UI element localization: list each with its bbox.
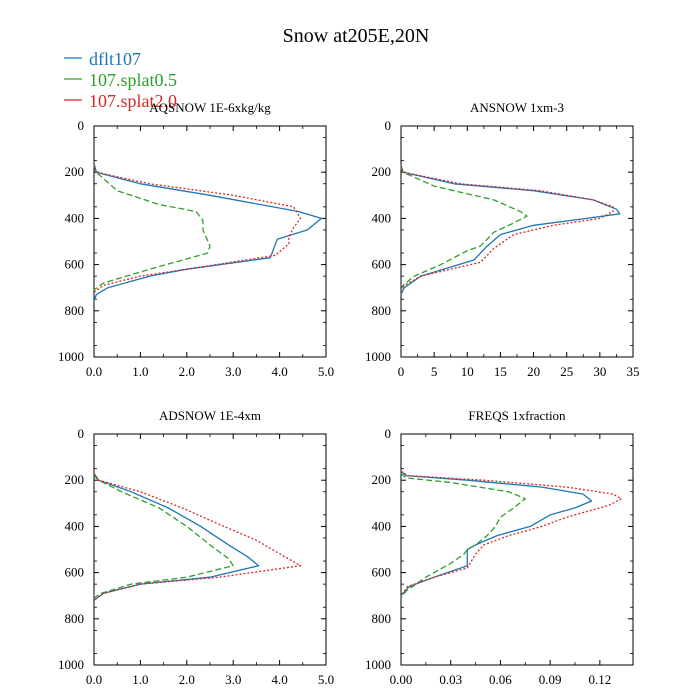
y-tick-label: 800 xyxy=(372,611,392,626)
x-tick-label: 30 xyxy=(593,364,606,379)
y-tick-label: 200 xyxy=(65,472,85,487)
x-tick-label: 1.0 xyxy=(132,672,148,687)
x-tick-label: 1.0 xyxy=(132,364,148,379)
series-line-107.splat2.0 xyxy=(400,165,614,291)
series-line-dflt107 xyxy=(93,162,323,302)
y-tick-label: 400 xyxy=(372,210,392,225)
y-tick-label: 400 xyxy=(372,518,392,533)
x-tick-label: 0.09 xyxy=(539,672,562,687)
y-tick-label: 1000 xyxy=(58,349,84,364)
series-line-107.splat2.0 xyxy=(400,470,623,597)
x-tick-label: 4.0 xyxy=(271,672,287,687)
x-tick-label: 0 xyxy=(398,364,405,379)
y-tick-label: 800 xyxy=(65,611,85,626)
x-tick-label: 0.0 xyxy=(86,364,102,379)
series-line-dflt107 xyxy=(400,470,593,597)
plot-frame xyxy=(93,125,327,358)
plot-frame xyxy=(400,125,634,358)
x-tick-label: 0.12 xyxy=(588,672,611,687)
y-tick-label: 0 xyxy=(78,118,85,133)
x-tick-label: 5 xyxy=(431,364,438,379)
y-tick-label: 200 xyxy=(372,164,392,179)
x-tick-label: 0.0 xyxy=(86,672,102,687)
plot-frame xyxy=(400,433,634,666)
x-tick-label: 3.0 xyxy=(225,364,241,379)
panel-title: AQSNOW 1E-6xkg/kg xyxy=(149,100,271,115)
series-line-107.splat0.5 xyxy=(93,475,234,599)
series-line-dflt107 xyxy=(93,472,260,601)
panel-title: FREQS 1xfraction xyxy=(468,408,566,423)
x-tick-label: 2.0 xyxy=(179,364,195,379)
x-tick-label: 4.0 xyxy=(271,364,287,379)
y-tick-label: 1000 xyxy=(58,657,84,672)
x-tick-label: 20 xyxy=(527,364,540,379)
x-tick-label: 0.00 xyxy=(390,672,413,687)
y-tick-label: 200 xyxy=(372,472,392,487)
x-tick-label: 2.0 xyxy=(179,672,195,687)
y-tick-label: 600 xyxy=(372,257,392,272)
y-tick-label: 800 xyxy=(65,303,85,318)
panel-2: ANSNOW 1xm-3 0 200 400 600 800 1000 0 5 10 15 20 25 3… xyxy=(365,100,640,379)
x-tick-label: 10 xyxy=(461,364,474,379)
x-tick-label: 5.0 xyxy=(318,672,334,687)
legend: dflt107 107.splat0.5 107.splat2.0 xyxy=(64,49,177,111)
y-tick-label: 200 xyxy=(65,164,85,179)
y-tick-label: 400 xyxy=(65,210,85,225)
y-tick-label: 600 xyxy=(65,257,85,272)
legend-label-dflt107: dflt107 xyxy=(89,49,141,69)
y-tick-label: 0 xyxy=(385,118,392,133)
x-tick-label: 35 xyxy=(627,364,640,379)
x-tick-label: 5.0 xyxy=(318,364,334,379)
x-tick-label: 0.06 xyxy=(489,672,512,687)
y-tick-label: 600 xyxy=(372,565,392,580)
series-line-107.splat0.5 xyxy=(400,167,528,291)
y-tick-label: 600 xyxy=(65,565,85,580)
panel-title: ANSNOW 1xm-3 xyxy=(470,100,564,115)
y-tick-label: 800 xyxy=(372,303,392,318)
series-line-dflt107 xyxy=(400,165,621,295)
plot-frame xyxy=(93,433,327,666)
x-tick-label: 25 xyxy=(560,364,573,379)
x-tick-label: 0.03 xyxy=(439,672,462,687)
series-line-107.splat0.5 xyxy=(93,165,211,291)
y-tick-label: 400 xyxy=(65,518,85,533)
x-tick-label: 3.0 xyxy=(225,672,241,687)
series-line-107.splat0.5 xyxy=(400,472,526,599)
series-line-107.splat2.0 xyxy=(93,165,302,293)
y-tick-label: 1000 xyxy=(365,349,391,364)
figure-title: Snow at205E,20N xyxy=(283,25,430,47)
panel-title: ADSNOW 1E-4xm xyxy=(159,408,261,423)
legend-label-splat2.0: 107.splat2.0 xyxy=(89,91,177,111)
y-tick-label: 0 xyxy=(78,426,85,441)
y-tick-label: 0 xyxy=(385,426,392,441)
y-tick-label: 1000 xyxy=(365,657,391,672)
x-tick-label: 15 xyxy=(494,364,507,379)
series-line-107.splat2.0 xyxy=(93,472,302,601)
legend-label-splat0.5: 107.splat0.5 xyxy=(89,70,177,90)
